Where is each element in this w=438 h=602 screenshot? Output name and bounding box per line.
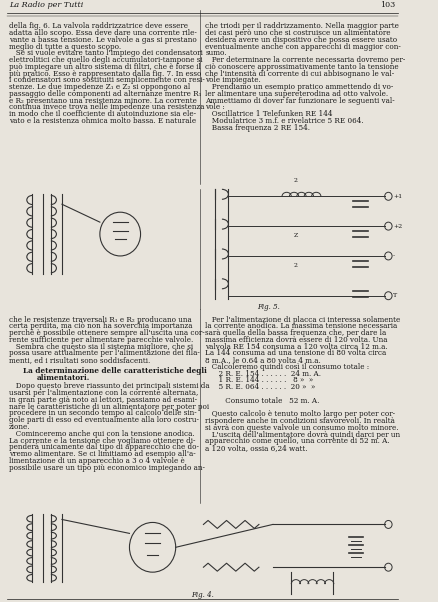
Text: rispondere anche in condizioni sfavorevoli. In realtà: rispondere anche in condizioni sfavorevo…: [205, 417, 395, 425]
Text: Per determinare la corrente necessaria dovremo per-: Per determinare la corrente necessaria d…: [205, 56, 406, 64]
Text: dei casi però uno che si costruisce un alimentatore: dei casi però uno che si costruisce un a…: [205, 29, 391, 37]
Text: Se si vuole evitare tanto l'impiego dei condensatori: Se si vuole evitare tanto l'impiego dei …: [9, 49, 203, 57]
Text: Prendiamo un esempio pratico ammettendo di vo-: Prendiamo un esempio pratico ammettendo …: [205, 83, 394, 91]
Text: più pratico. Esso è rappresentato dalla fig. 7. In esso: più pratico. Esso è rappresentato dalla …: [9, 70, 201, 78]
Text: vato e la resistenza ohmica molto bassa. E naturale: vato e la resistenza ohmica molto bassa.…: [9, 117, 196, 125]
Text: 2 R. E. 154 . . . . . .  24 m. A.: 2 R. E. 154 . . . . . . 24 m. A.: [205, 370, 321, 377]
Text: T: T: [393, 293, 397, 298]
Text: vremo alimentare. Se ci limitiamo ad esempio all'a-: vremo alimentare. Se ci limitiamo ad ese…: [9, 450, 196, 458]
Text: massima efficienza dovrà essere di 120 volta. Una: massima efficienza dovrà essere di 120 v…: [205, 336, 388, 344]
Text: Questo calcolo è tenuto molto largo per poter cor-: Questo calcolo è tenuto molto largo per …: [205, 411, 396, 418]
Text: desidera avere un dispositivo che possa essere usato: desidera avere un dispositivo che possa …: [205, 36, 397, 44]
Text: della fig. 6. La valvola raddrizzatrice deve essere: della fig. 6. La valvola raddrizzatrice …: [9, 22, 188, 30]
Text: e R₂ presentano una resistenza minore. La corrente: e R₂ presentano una resistenza minore. L…: [9, 97, 197, 105]
Text: 103: 103: [381, 1, 396, 10]
Text: Sembra che questo sia il sistema migliore, che si: Sembra che questo sia il sistema miglior…: [9, 343, 193, 350]
Text: Per l'alimentazione di placca ci interessa solamente: Per l'alimentazione di placca ci interes…: [205, 315, 400, 324]
Text: può impiegare un altro sistema di filtri, che è forse il: può impiegare un altro sistema di filtri…: [9, 63, 201, 71]
Text: 1 R. E. 144 . . . . . .   8 »  »: 1 R. E. 144 . . . . . . 8 » »: [205, 376, 314, 385]
Text: elettrolitici che quello degli accumulatori-tampone si: elettrolitici che quello degli accumulat…: [9, 56, 203, 64]
Text: 2: 2: [294, 178, 298, 184]
Text: ciò conoscere approssimativamente tanto la tensione: ciò conoscere approssimativamente tanto …: [205, 63, 399, 71]
Text: possibile usare un tipo più economico impiegando an-: possibile usare un tipo più economico im…: [9, 464, 205, 471]
Text: Dopo questo breve riassunto dei principali sistemi da: Dopo questo breve riassunto dei principa…: [9, 382, 210, 391]
Text: -: -: [393, 253, 395, 258]
Text: Z: Z: [294, 233, 298, 238]
Text: sarà quella della bassa frequenza che, per dare la: sarà quella della bassa frequenza che, p…: [205, 329, 387, 337]
Text: a 120 volta, ossia 6,24 watt.: a 120 volta, ossia 6,24 watt.: [205, 444, 308, 452]
Text: 2: 2: [294, 263, 298, 268]
Text: Oscillatrice 1 Telefunken RE 144: Oscillatrice 1 Telefunken RE 144: [205, 110, 333, 118]
Text: La determinazione delle caratteristiche degli: La determinazione delle caratteristiche …: [23, 367, 207, 375]
Text: procedere in un secondo tempo al calcolo delle sin-: procedere in un secondo tempo al calcolo…: [9, 409, 197, 417]
Text: si avrà con queste valvole un consumo molto minore.: si avrà con queste valvole un consumo mo…: [205, 424, 399, 432]
Text: certa perdita, ma ciò non ha soverchia importanza: certa perdita, ma ciò non ha soverchia i…: [9, 323, 193, 330]
Text: Cominceremo anche qui con la tensione anodica.: Cominceremo anche qui con la tensione an…: [9, 430, 195, 438]
Text: menti, ed i risultati sono soddisfacenti.: menti, ed i risultati sono soddisfacenti…: [9, 356, 151, 364]
Text: passaggio delle componenti ad alternanze mentre R₁: passaggio delle componenti ad alternanze…: [9, 90, 202, 98]
Text: in modo che il coefficiente di autoinduzione sia ele-: in modo che il coefficiente di autoinduz…: [9, 110, 196, 118]
Text: che l'intensità di corrente di cui abbisognano le val-: che l'intensità di corrente di cui abbis…: [205, 70, 395, 78]
Text: sumo.: sumo.: [205, 49, 227, 57]
Text: 8 m.A., le 0.64 a 80 volta 4 m.a.: 8 m.A., le 0.64 a 80 volta 4 m.a.: [205, 356, 321, 364]
Text: La Radio per Tutti: La Radio per Tutti: [9, 1, 84, 10]
Text: La 144 consuma ad una tensione di 80 volta circa: La 144 consuma ad una tensione di 80 vol…: [205, 349, 387, 358]
Text: alimentatori.: alimentatori.: [37, 374, 90, 382]
Text: la corrente anodica. La massima tensione necessaria: la corrente anodica. La massima tensione…: [205, 323, 398, 330]
Text: perché è possibile ottenere sempre all'uscita una cor-: perché è possibile ottenere sempre all'u…: [9, 329, 205, 337]
Text: in gran parte già noto ai lettori, passiamo ad esami-: in gran parte già noto ai lettori, passi…: [9, 396, 198, 404]
Text: Calcoleremo quindi così il consumo totale :: Calcoleremo quindi così il consumo total…: [205, 363, 370, 371]
Text: i condensatori sono sostituiti semplicemente con resi-: i condensatori sono sostituiti semplicem…: [9, 76, 205, 84]
Text: Fig. 4.: Fig. 4.: [191, 591, 214, 599]
Text: vole impiegate.: vole impiegate.: [205, 76, 261, 84]
Text: usarsi per l'alimentazione con la corrente alternata,: usarsi per l'alimentazione con la corren…: [9, 389, 198, 397]
Text: stenze. Le due impedenze Z₁ e Z₂ si oppongono al: stenze. Le due impedenze Z₁ e Z₂ si oppo…: [9, 83, 191, 91]
Text: gole parti di esso ed eventualmente alla loro costru-: gole parti di esso ed eventualmente alla…: [9, 416, 199, 424]
Text: Ammettiamo di dover far funzionare le seguenti val-: Ammettiamo di dover far funzionare le se…: [205, 97, 395, 105]
Text: eventualmente anche con apparecchi di maggior con-: eventualmente anche con apparecchi di ma…: [205, 43, 401, 51]
Text: nare le caratteristiche di un alimentatore per poter poi: nare le caratteristiche di un alimentato…: [9, 403, 209, 411]
Text: che le resistenze traversali R₁ e R₂ producano una: che le resistenze traversali R₁ e R₂ pro…: [9, 315, 192, 324]
Text: che triodi per il raddrizzamento. Nella maggior parte: che triodi per il raddrizzamento. Nella …: [205, 22, 399, 30]
Text: apparecchio come quello, una corrente di 52 m. A.: apparecchio come quello, una corrente di…: [205, 437, 390, 445]
Text: ler alimentare una supereterodina ad otto valvole.: ler alimentare una supereterodina ad ott…: [205, 90, 389, 98]
Text: 5 R. E. 064 . . . . . .  20 »  »: 5 R. E. 064 . . . . . . 20 » »: [205, 383, 316, 391]
Text: L'uscita dell'alimentatore dovrà quindi darci per un: L'uscita dell'alimentatore dovrà quindi …: [205, 430, 400, 439]
Text: +1: +1: [393, 194, 402, 199]
Text: Consumo totale   52 m. A.: Consumo totale 52 m. A.: [205, 397, 320, 405]
Text: Modulatrice 3 m.f. e rivelatrice 5 RE 064.: Modulatrice 3 m.f. e rivelatrice 5 RE 06…: [205, 117, 364, 125]
Text: limentazione di un apparecchio a 3 o 4 valvole è: limentazione di un apparecchio a 3 o 4 v…: [9, 457, 185, 465]
Text: Bassa frequenza 2 RE 154.: Bassa frequenza 2 RE 154.: [205, 123, 310, 132]
Text: vante a bassa tensione. Le valvole a gas si prestano: vante a bassa tensione. Le valvole a gas…: [9, 36, 197, 44]
Text: valvola RE 154 consuma a 120 volta circa 12 m.a.: valvola RE 154 consuma a 120 volta circa…: [205, 343, 388, 350]
Text: continua invece trova nelle impedenze una resistenza: continua invece trova nelle impedenze un…: [9, 104, 205, 111]
Text: possa usare attualmente per l'alimentazione dei fila-: possa usare attualmente per l'alimentazi…: [9, 349, 200, 358]
Text: zione.: zione.: [9, 423, 31, 431]
Text: adatta allo scopo. Essa deve dare una corrente rile-: adatta allo scopo. Essa deve dare una co…: [9, 29, 197, 37]
Text: Fig. 5.: Fig. 5.: [257, 303, 279, 311]
Text: meglio di tutte a questo scopo.: meglio di tutte a questo scopo.: [9, 43, 121, 51]
Text: +2: +2: [393, 223, 402, 229]
Text: rente sufficiente per alimentare parecchie valvole.: rente sufficiente per alimentare parecch…: [9, 336, 194, 344]
Text: La corrente e la tensione che vogliamo ottenere di-: La corrente e la tensione che vogliamo o…: [9, 436, 196, 444]
Text: vole :: vole :: [205, 104, 225, 111]
Text: penderà unicamente dal tipo di apparecchio che do-: penderà unicamente dal tipo di apparecch…: [9, 443, 199, 452]
